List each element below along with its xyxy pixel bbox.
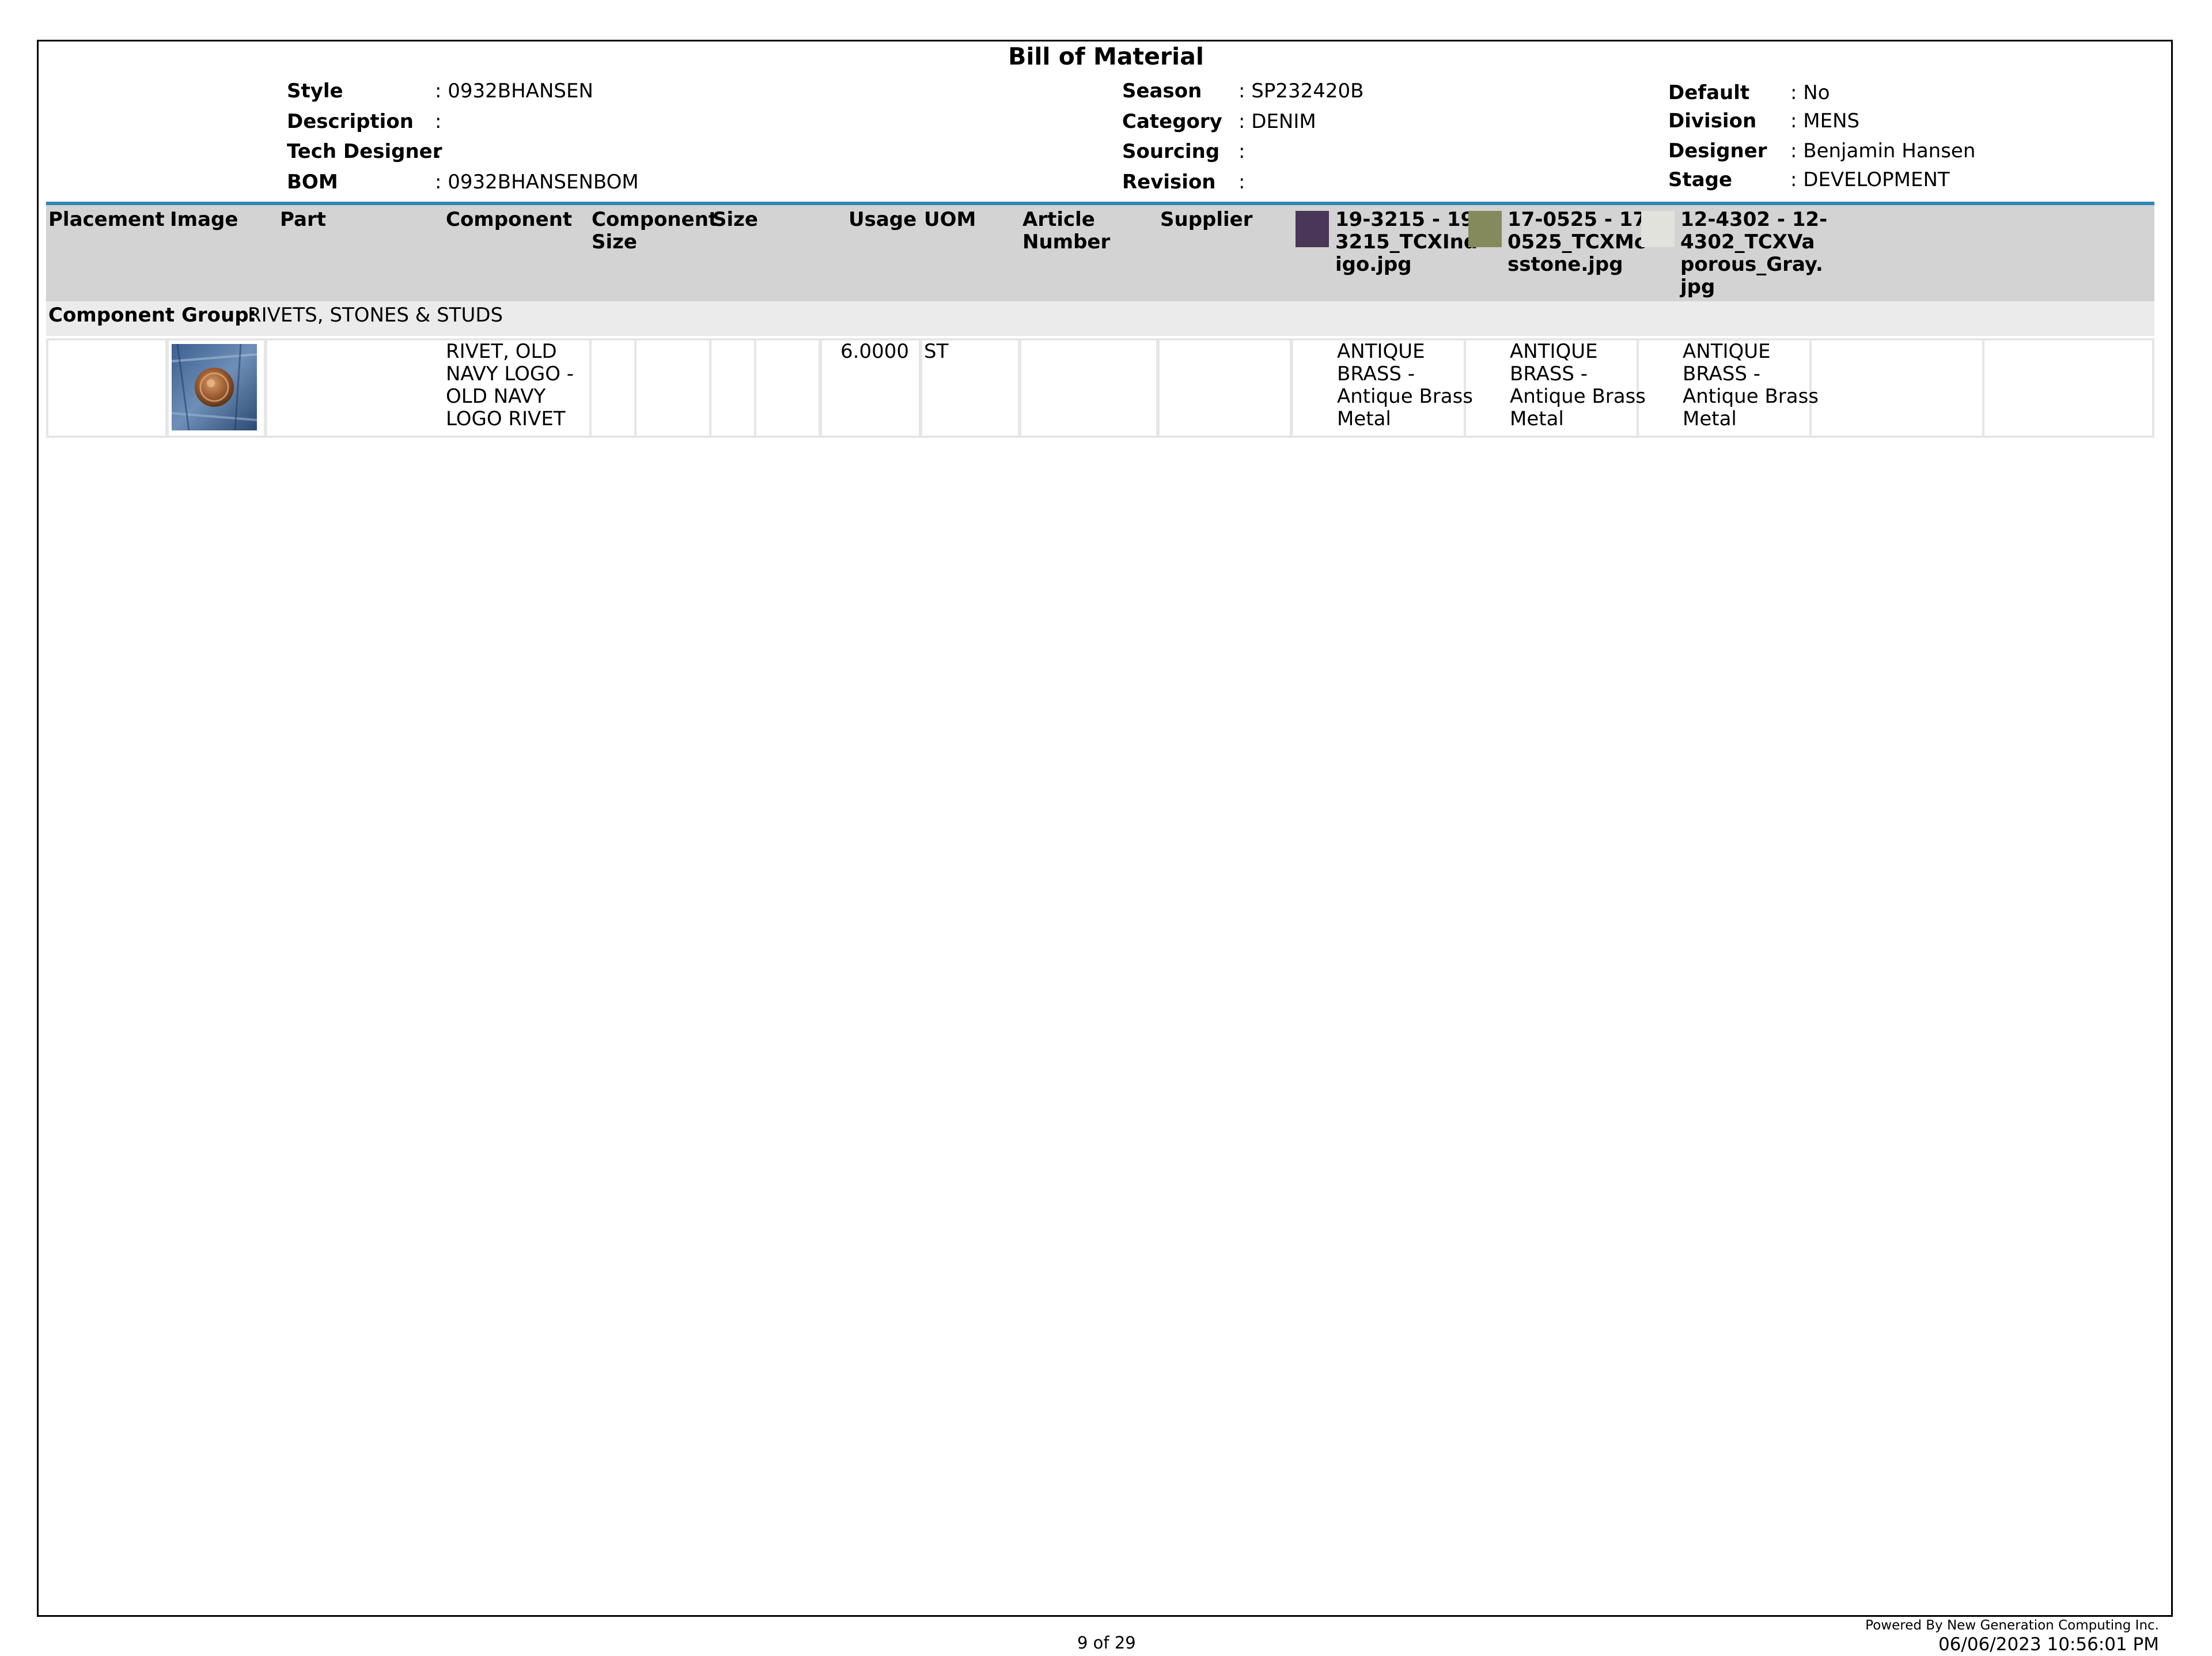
colorway-swatch-vaporous-gray [1641,211,1675,247]
table-row [46,338,2154,438]
revision-label: Revision [1122,171,1216,194]
placement-cell [46,338,168,438]
component-size-cell [589,338,756,438]
tech-designer-label: Tech Designer [287,140,442,163]
category-value: : DENIM [1238,110,1316,133]
column-header-colorway-2: 17-0525 - 17- 0525_TCXMo sstone.jpg [1508,208,1655,276]
column-header-image: Image [170,208,238,231]
default-value: : No [1790,81,1830,104]
designer-value: : Benjamin Hansen [1790,139,1976,162]
component-group-value: RIVETS, STONES & STUDS [248,304,503,327]
description-label: Description [287,110,414,133]
page-frame [37,40,2173,1617]
rivet-thumbnail [172,344,257,430]
component-group-label: Component Group: [48,304,257,327]
column-header-article-number: Article Number [1022,208,1111,254]
column-header-colorway-3: 12-4302 - 12- 4302_TCXVa porous_Gray. jp… [1680,208,1828,298]
sourcing-value: : [1238,140,1245,163]
description-value: : [435,110,442,133]
bom-label: BOM [287,171,338,194]
empty-cell-2 [1982,338,2154,438]
colorway-3-value: ANTIQUE BRASS - Antique Brass Metal [1683,340,1819,430]
empty-cell-1 [1809,338,1984,438]
document-title: Bill of Material [1008,43,1204,70]
division-label: Division [1668,109,1757,133]
category-label: Category [1122,110,1222,133]
uom-value: ST [924,340,949,363]
powered-by: Powered By New Generation Computing Inc. [1865,1618,2159,1633]
part-component-cell [265,338,637,438]
print-timestamp: 06/06/2023 10:56:01 PM [1938,1634,2159,1655]
column-header-placement: Placement [48,208,165,231]
sourcing-label: Sourcing [1122,140,1220,163]
component-group-band [46,301,2154,336]
season-value: : SP232420B [1238,80,1364,103]
size-cell [709,338,821,438]
column-header-colorway-1: 19-3215 - 19- 3215_TCXInd igo.jpg [1335,208,1483,276]
stage-label: Stage [1668,168,1733,191]
column-header-component: Component [446,208,573,231]
header-divider [46,202,2154,205]
column-header-uom: UOM [924,208,976,231]
supplier-cell [1157,338,1292,438]
season-label: Season [1122,80,1202,103]
designer-label: Designer [1668,139,1767,162]
usage-value: 6.0000 [840,340,909,363]
column-header-size: Size [713,208,758,231]
colorway-swatch-indigo [1296,211,1329,247]
style-label: Style [287,80,343,103]
table-header [46,205,2154,301]
page-number: 9 of 29 [1077,1633,1136,1653]
division-value: : MENS [1790,109,1860,133]
colorway-1-value: ANTIQUE BRASS - Antique Brass Metal [1337,340,1474,430]
article-number-cell [1019,338,1158,438]
component-text: RIVET, OLD NAVY LOGO - OLD NAVY LOGO RIV… [446,340,574,430]
revision-value: : [1238,171,1245,194]
tech-designer-value: : [435,140,442,163]
style-value: : 0932BHANSEN [435,80,593,103]
default-label: Default [1668,81,1750,104]
stage-value: : DEVELOPMENT [1790,168,1950,191]
column-header-usage: Usage [849,208,917,231]
bom-value: : 0932BHANSENBOM [435,171,639,194]
column-header-part: Part [280,208,326,231]
colorway-2-value: ANTIQUE BRASS - Antique Brass Metal [1510,340,1646,430]
column-header-component-size: Component Size [592,208,718,254]
column-header-supplier: Supplier [1160,208,1253,231]
colorway-swatch-mosstone [1468,211,1502,247]
